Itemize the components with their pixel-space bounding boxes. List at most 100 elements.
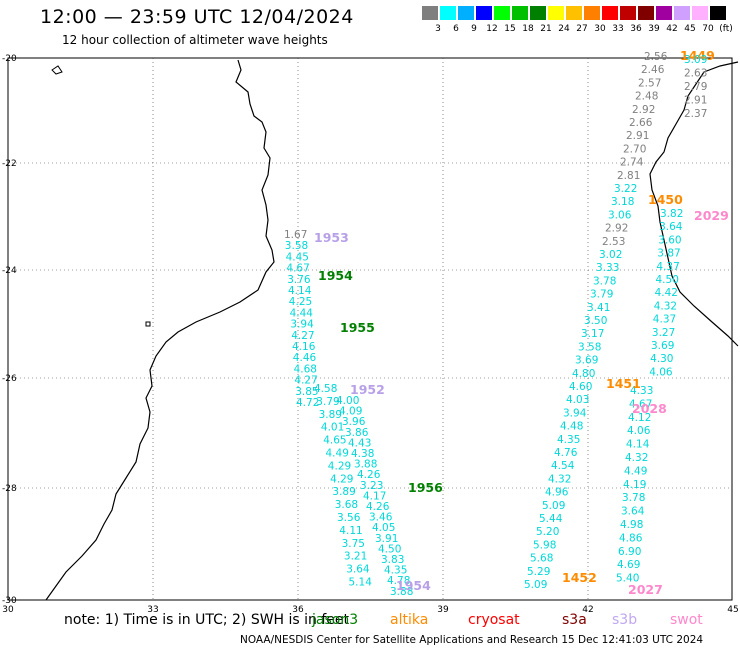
colorbar-label: 39 [648, 24, 660, 34]
wave-height-value: 4.29 [330, 473, 353, 485]
wave-height-value: 3.60 [658, 234, 681, 246]
wave-height-value: 4.19 [623, 479, 646, 491]
colorbar-label: 27 [576, 24, 588, 34]
wave-height-value: 4.49 [326, 448, 349, 460]
wave-height-value: 4.45 [286, 251, 309, 263]
wave-height-value: 3.23 [360, 480, 383, 492]
wave-height-value: 4.38 [351, 448, 374, 460]
legend-swot: swot [670, 612, 703, 628]
wave-height-value: 3.78 [593, 275, 616, 287]
wave-height-value: 5.40 [616, 573, 639, 585]
colorbar-swatch [620, 6, 636, 20]
colorbar-label: 42 [666, 24, 678, 34]
colorbar-swatch [674, 6, 690, 20]
wave-height-value: 3.21 [344, 551, 367, 563]
wave-height-value: 4.72 [296, 397, 319, 409]
pass-time-label: 1452 [562, 570, 597, 585]
wave-height-value: 4.26 [357, 469, 381, 481]
wave-height-value: 3.64 [659, 221, 683, 233]
legend-s3a: s3a [562, 612, 587, 628]
wave-height-value: 3.33 [596, 262, 619, 274]
colorbar-label: 36 [630, 24, 642, 34]
wave-height-value: 3.91 [375, 533, 398, 545]
wave-height-value: 4.43 [348, 437, 371, 449]
pass-time-label: 1954 [396, 578, 431, 593]
wave-height-value: 2.46 [641, 64, 665, 76]
pass-time-label: 1449 [680, 48, 715, 63]
wave-height-value: 4.03 [566, 394, 589, 406]
wave-height-value: 4.48 [560, 421, 583, 433]
legend-cryosat: cryosat [468, 612, 520, 628]
wave-height-value: 2.91 [684, 95, 707, 107]
wave-height-value: 3.68 [335, 499, 358, 511]
map-axis-labels: 30 33 36 39 42 45 -20 -22 -24 -26 -28 -30 [2, 54, 739, 615]
colorbar-swatch [494, 6, 510, 20]
lon-tick-label: 36 [292, 605, 304, 615]
pass-time-label: 2029 [694, 208, 729, 223]
map-subtitle: 12 hour collection of altimeter wave hei… [62, 33, 328, 47]
wave-height-value: 4.06 [627, 425, 651, 437]
wave-height-value: 4.96 [545, 487, 569, 499]
colorbar-swatch [602, 6, 618, 20]
colorbar-swatch [638, 6, 654, 20]
wave-height-value: 4.37 [653, 314, 676, 326]
wave-height-value: 3.89 [332, 486, 355, 498]
wave-height-value: 4.35 [557, 434, 580, 446]
colorbar-swatch [440, 6, 456, 20]
legend-s3b: s3b [612, 612, 638, 628]
wave-height-value: 4.76 [554, 447, 578, 459]
colorbar-label: 24 [558, 24, 570, 34]
wave-height-value: 4.49 [624, 465, 647, 477]
wave-height-value: 4.05 [372, 522, 395, 534]
wave-height-value: 4.37 [656, 261, 679, 273]
wave-height-value: 4.06 [649, 366, 673, 378]
wave-height-value: 5.68 [530, 553, 553, 565]
wave-height-value: 4.09 [339, 406, 362, 418]
wave-height-value: 6.90 [618, 546, 641, 558]
wave-height-value: 2.66 [629, 117, 653, 129]
wave-height-value: 3.87 [657, 248, 680, 260]
coastline-madagascar [649, 61, 739, 347]
pass-time-label: 1955 [340, 320, 375, 335]
wave-height-value: 4.26 [366, 501, 390, 513]
wave-height-value: 2.53 [602, 236, 625, 248]
wave-height-value: 3.69 [651, 340, 674, 352]
lon-tick-label: 30 [2, 605, 14, 615]
wave-height-value: 3.89 [319, 409, 342, 421]
wave-height-value: 3.58 [578, 341, 601, 353]
wave-height-value: 3.69 [575, 355, 598, 367]
wave-height-value: 4.50 [656, 274, 679, 286]
wave-height-value: 4.67 [286, 263, 309, 275]
wave-height-value: 3.82 [660, 208, 683, 220]
colorbar-swatch [458, 6, 474, 20]
wave-height-value: 4.17 [363, 490, 386, 502]
lat-tick-label: -20 [2, 54, 17, 64]
wave-height-value: 3.79 [590, 289, 613, 301]
credit-line: NOAA/NESDIS Center for Satellite Applica… [240, 634, 704, 646]
wave-height-value: 3.17 [581, 328, 604, 340]
wave-height-value: 4.86 [619, 532, 643, 544]
pass-time-label: 2028 [632, 401, 667, 416]
lon-tick-label: 39 [437, 605, 449, 615]
wave-height-value: 4.44 [290, 307, 314, 319]
wave-height-value: 4.98 [620, 519, 643, 531]
wave-height-value: 2.48 [635, 91, 658, 103]
wave-height-value: 2.91 [626, 130, 649, 142]
legend-altika: altika [390, 612, 429, 628]
lat-tick-label: -22 [2, 159, 17, 169]
colorbar-swatch [584, 6, 600, 20]
lon-tick-label: 33 [147, 605, 158, 615]
colorbar-label: 9 [471, 24, 477, 34]
colorbar-label: 70 [702, 24, 714, 34]
lat-tick-label: -24 [2, 266, 17, 276]
wave-height-value: 2.56 [644, 51, 668, 63]
colorbar-label: 18 [522, 24, 534, 34]
wave-height-value: 3.76 [287, 274, 311, 286]
wave-height-value: 2.37 [684, 108, 707, 120]
wave-height-value: 5.09 [542, 500, 565, 512]
colorbar-swatch [692, 6, 708, 20]
colorbar-label: 33 [612, 24, 624, 34]
lat-tick-label: -26 [2, 374, 17, 384]
wave-height-value: 4.14 [288, 285, 312, 297]
colorbar-label: 21 [540, 24, 552, 34]
